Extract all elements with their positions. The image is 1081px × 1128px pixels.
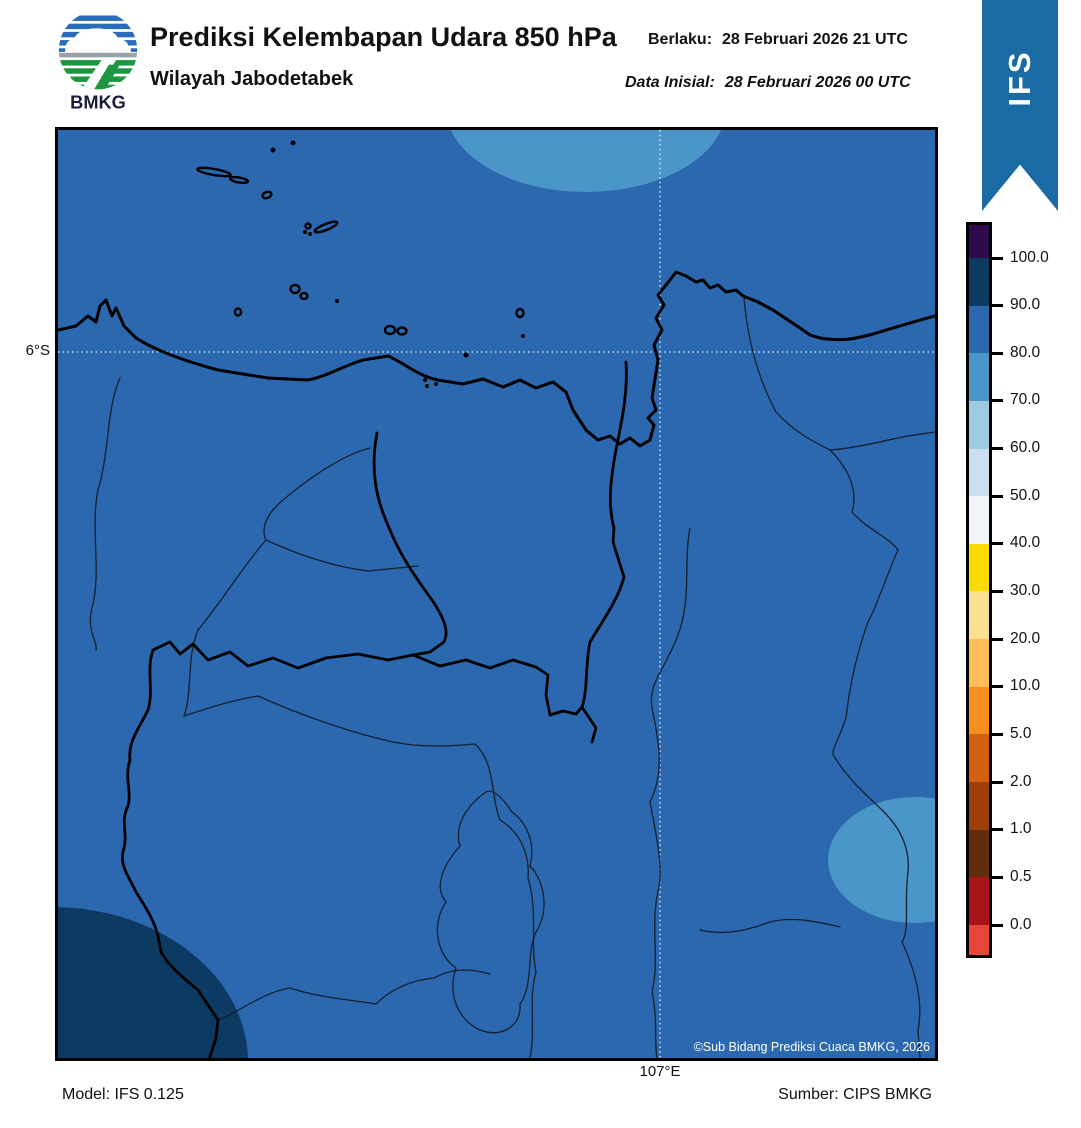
bmkg-logo-text: BMKG	[70, 92, 126, 112]
colorbar-tick-label: 50.0	[1010, 486, 1041, 504]
colorbar-segment	[969, 448, 989, 497]
bmkg-logo: BMKG	[52, 10, 144, 112]
colorbar-tick	[992, 304, 1003, 308]
coastline	[58, 270, 935, 448]
colorbar-tick-label: 2.0	[1010, 772, 1032, 790]
colorbar-tick	[992, 685, 1003, 689]
province-boundaries	[121, 360, 628, 1058]
valid-time: Berlaku: 28 Februari 2026 21 UTC	[648, 31, 908, 49]
colorbar-tick	[992, 780, 1003, 784]
humidity-field-background	[58, 130, 935, 1058]
forecast-map: ©Sub Bidang Prediksi Cuaca BMKG, 2026	[58, 130, 935, 1058]
colorbar-segment	[969, 782, 989, 830]
colorbar-tick	[992, 399, 1003, 403]
valid-time-value: 28 Februari 2026 21 UTC	[722, 31, 908, 48]
colorbar-tick	[992, 590, 1003, 593]
colorbar-tick	[992, 494, 1003, 498]
humidity-patch-southwest	[58, 907, 248, 1058]
lon-tick-label: 107°E	[639, 1063, 681, 1080]
model-ribbon: IFS	[982, 0, 1058, 211]
initial-data-value: 28 Februari 2026 00 UTC	[724, 74, 911, 91]
colorbar-tick	[992, 351, 1003, 355]
model-info: Model: IFS 0.125	[62, 1086, 184, 1103]
model-ribbon-text: IFS	[1002, 49, 1037, 107]
colorbar-tick-label: 100.0	[1010, 248, 1049, 266]
district-boundaries	[89, 297, 935, 1058]
colorbar-segment	[969, 543, 989, 592]
colorbar-tick-label: 0.5	[1010, 867, 1032, 885]
islet-dots	[270, 140, 525, 388]
colorbar-segment	[969, 734, 989, 783]
colorbar-tick-label: 5.0	[1010, 724, 1032, 742]
colorbar-segment	[969, 305, 989, 354]
lat-tick-label: 6°S	[25, 342, 50, 359]
colorbar-segment	[969, 225, 989, 258]
colorbar-tick-label: 60.0	[1010, 439, 1041, 457]
colorbar-segment	[969, 353, 989, 401]
colorbar-tick-label: 70.0	[1010, 391, 1041, 409]
colorbar-tick	[992, 447, 1003, 451]
map-copyright: ©Sub Bidang Prediksi Cuaca BMKG, 2026	[694, 1040, 930, 1054]
colorbar-tick	[992, 923, 1003, 927]
islands	[196, 166, 525, 336]
source-info: Sumber: CIPS BMKG	[778, 1086, 932, 1103]
colorbar	[966, 222, 992, 958]
graticule	[58, 130, 935, 1058]
humidity-patch-east	[828, 797, 935, 923]
colorbar-tick-label: 30.0	[1010, 582, 1041, 599]
colorbar-tick-label: 40.0	[1010, 534, 1041, 552]
colorbar-segment	[969, 591, 989, 640]
colorbar-tick-label: 10.0	[1010, 677, 1041, 695]
colorbar-segment	[969, 258, 989, 306]
colorbar-tick	[992, 542, 1003, 546]
colorbar-segment	[969, 639, 989, 687]
colorbar-segment	[969, 496, 989, 544]
colorbar-tick	[992, 828, 1003, 832]
colorbar-segment	[969, 829, 989, 878]
colorbar-tick-label: 20.0	[1010, 629, 1041, 647]
colorbar-tick	[992, 637, 1003, 641]
colorbar-tick-label: 80.0	[1010, 343, 1041, 361]
colorbar-segment	[969, 877, 989, 925]
colorbar-tick	[992, 875, 1003, 879]
colorbar-tick	[992, 732, 1003, 736]
region-subtitle: Wilayah Jabodetabek	[150, 68, 354, 90]
initial-data-time: Data Inisial: 28 Februari 2026 00 UTC	[625, 74, 911, 92]
colorbar-tick-label: 0.0	[1010, 915, 1032, 933]
colorbar-tick-label: 90.0	[1010, 296, 1041, 314]
valid-time-label: Berlaku:	[648, 31, 713, 48]
humidity-patch-north	[450, 130, 722, 192]
page-title: Prediksi Kelembapan Udara 850 hPa	[150, 22, 617, 52]
bmkg-logo-icon: BMKG	[58, 10, 138, 112]
colorbar-segment	[969, 400, 989, 449]
colorbar-segment	[969, 686, 989, 735]
colorbar-segment	[969, 924, 989, 955]
colorbar-tick-label: 1.0	[1010, 820, 1032, 838]
initial-data-label: Data Inisial:	[625, 74, 715, 91]
colorbar-tick	[992, 256, 1003, 260]
